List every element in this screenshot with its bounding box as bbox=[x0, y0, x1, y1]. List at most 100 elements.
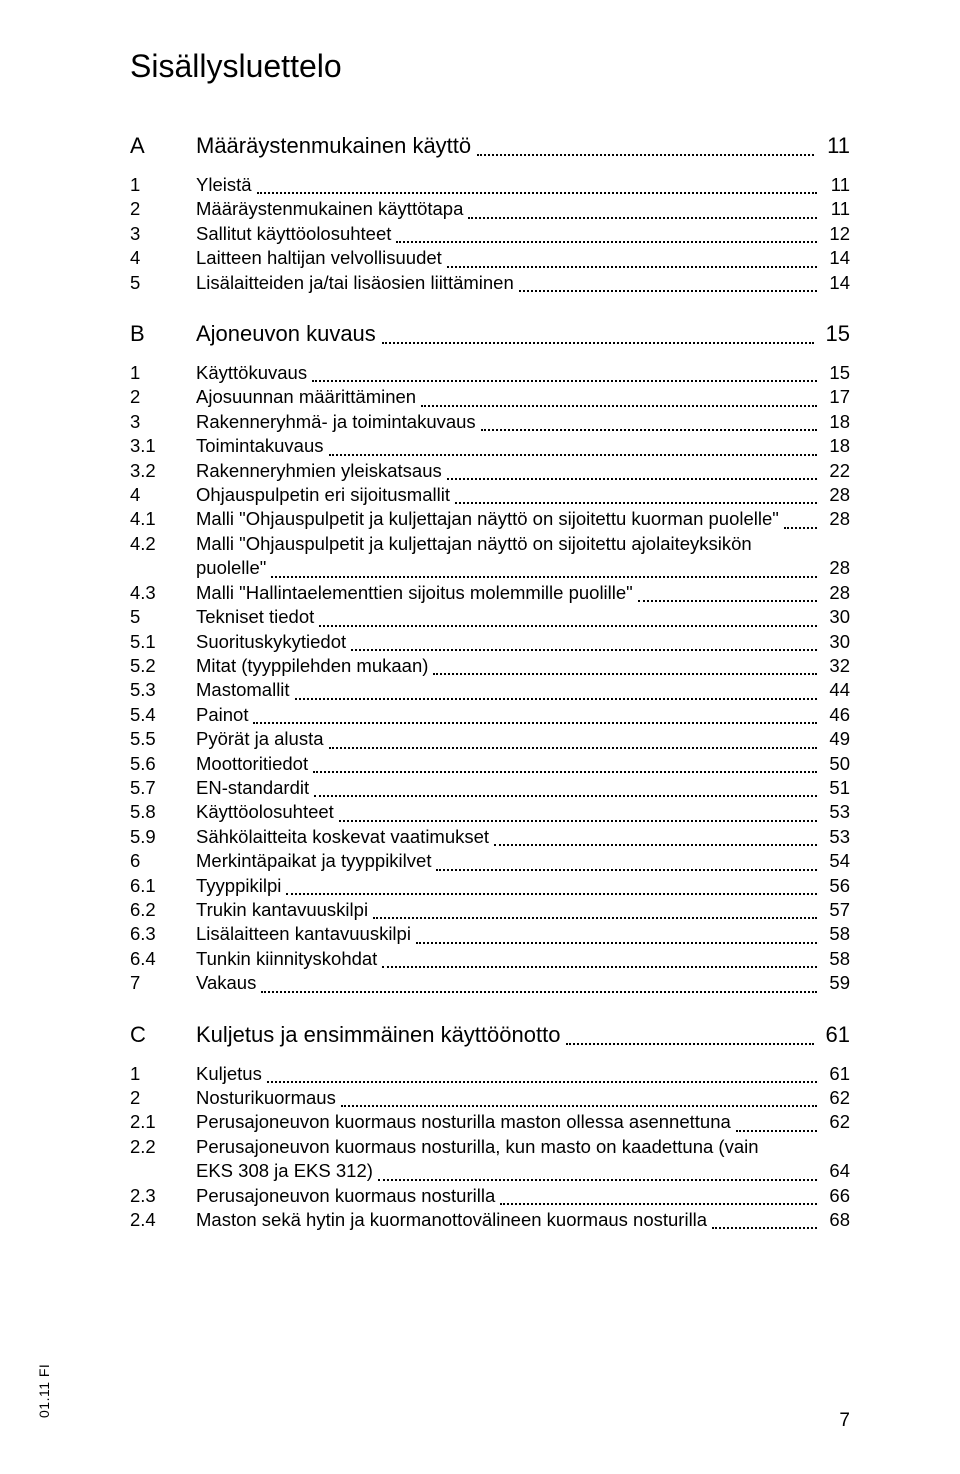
entry-title: Tunkin kiinnityskohdat bbox=[196, 947, 377, 971]
entry-number: 1 bbox=[130, 1062, 196, 1086]
toc-section-header: BAjoneuvon kuvaus15 bbox=[130, 321, 850, 347]
entry-title: Vakaus bbox=[196, 971, 256, 995]
leader-dots bbox=[295, 697, 817, 700]
entry-number: 5.3 bbox=[130, 678, 196, 702]
entry-page: 61 bbox=[822, 1062, 850, 1086]
entry-title: Laitteen haltijan velvollisuudet bbox=[196, 246, 442, 270]
toc-heading: Sisällysluettelo bbox=[130, 48, 850, 85]
entry-page: 54 bbox=[822, 849, 850, 873]
entry-number: 1 bbox=[130, 361, 196, 385]
toc-entry: 5Lisälaitteiden ja/tai lisäosien liittäm… bbox=[130, 271, 850, 295]
entry-page: 59 bbox=[822, 971, 850, 995]
leader-dots bbox=[416, 941, 817, 944]
toc-entry: 2.2Perusajoneuvon kuormaus nosturilla, k… bbox=[130, 1135, 850, 1159]
entry-page: 11 bbox=[822, 197, 850, 221]
entry-number: 5.1 bbox=[130, 630, 196, 654]
leader-dots bbox=[494, 843, 817, 846]
entry-title: Tyyppikilpi bbox=[196, 874, 281, 898]
entry-number: 1 bbox=[130, 173, 196, 197]
section-title: Määräystenmukainen käyttö bbox=[196, 133, 471, 159]
entry-number: 5.2 bbox=[130, 654, 196, 678]
leader-dots bbox=[468, 216, 817, 219]
entry-title: Kuljetus bbox=[196, 1062, 262, 1086]
entry-number: 2.1 bbox=[130, 1110, 196, 1134]
leader-dots bbox=[447, 477, 817, 480]
leader-dots bbox=[339, 819, 817, 822]
leader-dots bbox=[312, 379, 817, 382]
entry-number: 3 bbox=[130, 410, 196, 434]
entry-title: Toimintakuvaus bbox=[196, 434, 324, 458]
section-title: Kuljetus ja ensimmäinen käyttöönotto bbox=[196, 1022, 560, 1048]
toc-entry: 7Vakaus 59 bbox=[130, 971, 850, 995]
entry-page: 28 bbox=[822, 483, 850, 507]
entry-page: 46 bbox=[822, 703, 850, 727]
toc-entry: 4.3Malli "Hallintaelementtien sijoitus m… bbox=[130, 581, 850, 605]
entry-title: Käyttökuvaus bbox=[196, 361, 307, 385]
entry-page: 15 bbox=[822, 361, 850, 385]
toc-entry: 1Käyttökuvaus 15 bbox=[130, 361, 850, 385]
toc-section: AMääräystenmukainen käyttö111Yleistä112M… bbox=[130, 133, 850, 295]
toc-entry: 5.9Sähkölaitteita koskevat vaatimukset53 bbox=[130, 825, 850, 849]
section-title-wrap: Määräystenmukainen käyttö 11 bbox=[196, 133, 850, 159]
leader-dots bbox=[421, 404, 817, 407]
entry-number: 5.8 bbox=[130, 800, 196, 824]
leader-dots bbox=[329, 453, 817, 456]
entry-number: 3.2 bbox=[130, 459, 196, 483]
entry-page: 64 bbox=[822, 1159, 850, 1183]
leader-dots bbox=[736, 1129, 817, 1132]
leader-dots bbox=[351, 648, 817, 651]
toc-entry: 2Nosturikuormaus62 bbox=[130, 1086, 850, 1110]
leader-dots bbox=[319, 624, 817, 627]
entry-title: Pyörät ja alusta bbox=[196, 727, 324, 751]
entry-title: EN-standardit bbox=[196, 776, 309, 800]
leader-dots bbox=[373, 916, 817, 919]
section-page: 61 bbox=[820, 1022, 850, 1048]
entry-title: Perusajoneuvon kuormaus nosturilla, kun … bbox=[196, 1135, 850, 1159]
toc-entry: 3.2Rakenneryhmien yleiskatsaus22 bbox=[130, 459, 850, 483]
toc-entry: 2.3Perusajoneuvon kuormaus nosturilla66 bbox=[130, 1184, 850, 1208]
entry-number: 5.6 bbox=[130, 752, 196, 776]
toc-entry: 2Ajosuunnan määrittäminen17 bbox=[130, 385, 850, 409]
toc-entry: 5.8Käyttöolosuhteet53 bbox=[130, 800, 850, 824]
entry-page: 11 bbox=[822, 173, 850, 197]
toc-entry: 3Sallitut käyttöolosuhteet12 bbox=[130, 222, 850, 246]
leader-dots bbox=[253, 721, 817, 724]
entry-page: 28 bbox=[822, 556, 850, 580]
entry-title: Ohjauspulpetin eri sijoitusmallit bbox=[196, 483, 450, 507]
leader-dots bbox=[455, 501, 817, 504]
entry-page: 58 bbox=[822, 922, 850, 946]
entry-title: Määräystenmukainen käyttötapa bbox=[196, 197, 463, 221]
leader-dots bbox=[267, 1080, 817, 1083]
leader-dots bbox=[257, 191, 817, 194]
entry-page: 57 bbox=[822, 898, 850, 922]
leader-dots bbox=[500, 1202, 817, 1205]
entry-number: 6 bbox=[130, 849, 196, 873]
entry-page: 30 bbox=[822, 605, 850, 629]
entry-title: Mastomallit bbox=[196, 678, 290, 702]
entry-title: Nosturikuormaus bbox=[196, 1086, 336, 1110]
entry-title: Sähkölaitteita koskevat vaatimukset bbox=[196, 825, 489, 849]
entry-number: 7 bbox=[130, 971, 196, 995]
toc-entry-continuation: EKS 308 ja EKS 312)64 bbox=[130, 1159, 850, 1183]
section-page: 11 bbox=[820, 133, 850, 159]
entry-page: 14 bbox=[822, 246, 850, 270]
toc-entry: 2.1Perusajoneuvon kuormaus nosturilla ma… bbox=[130, 1110, 850, 1134]
entry-title: Maston sekä hytin ja kuormanottovälineen… bbox=[196, 1208, 707, 1232]
section-title-wrap: Kuljetus ja ensimmäinen käyttöönotto 61 bbox=[196, 1022, 850, 1048]
section-title-wrap: Ajoneuvon kuvaus15 bbox=[196, 321, 850, 347]
leader-dots bbox=[519, 289, 817, 292]
entry-title: Malli "Hallintaelementtien sijoitus mole… bbox=[196, 581, 633, 605]
entry-number: 4.1 bbox=[130, 507, 196, 531]
entry-number: 5 bbox=[130, 271, 196, 295]
entry-number: 4.2 bbox=[130, 532, 196, 556]
entry-number: 2 bbox=[130, 385, 196, 409]
entry-number: 5.9 bbox=[130, 825, 196, 849]
leader-dots bbox=[447, 265, 817, 268]
entry-title: Moottoritiedot bbox=[196, 752, 308, 776]
leader-dots bbox=[433, 672, 817, 675]
toc-section: CKuljetus ja ensimmäinen käyttöönotto611… bbox=[130, 1022, 850, 1233]
entry-number: 2 bbox=[130, 1086, 196, 1110]
entry-page: 68 bbox=[822, 1208, 850, 1232]
entry-page: 51 bbox=[822, 776, 850, 800]
entry-number: 2 bbox=[130, 197, 196, 221]
